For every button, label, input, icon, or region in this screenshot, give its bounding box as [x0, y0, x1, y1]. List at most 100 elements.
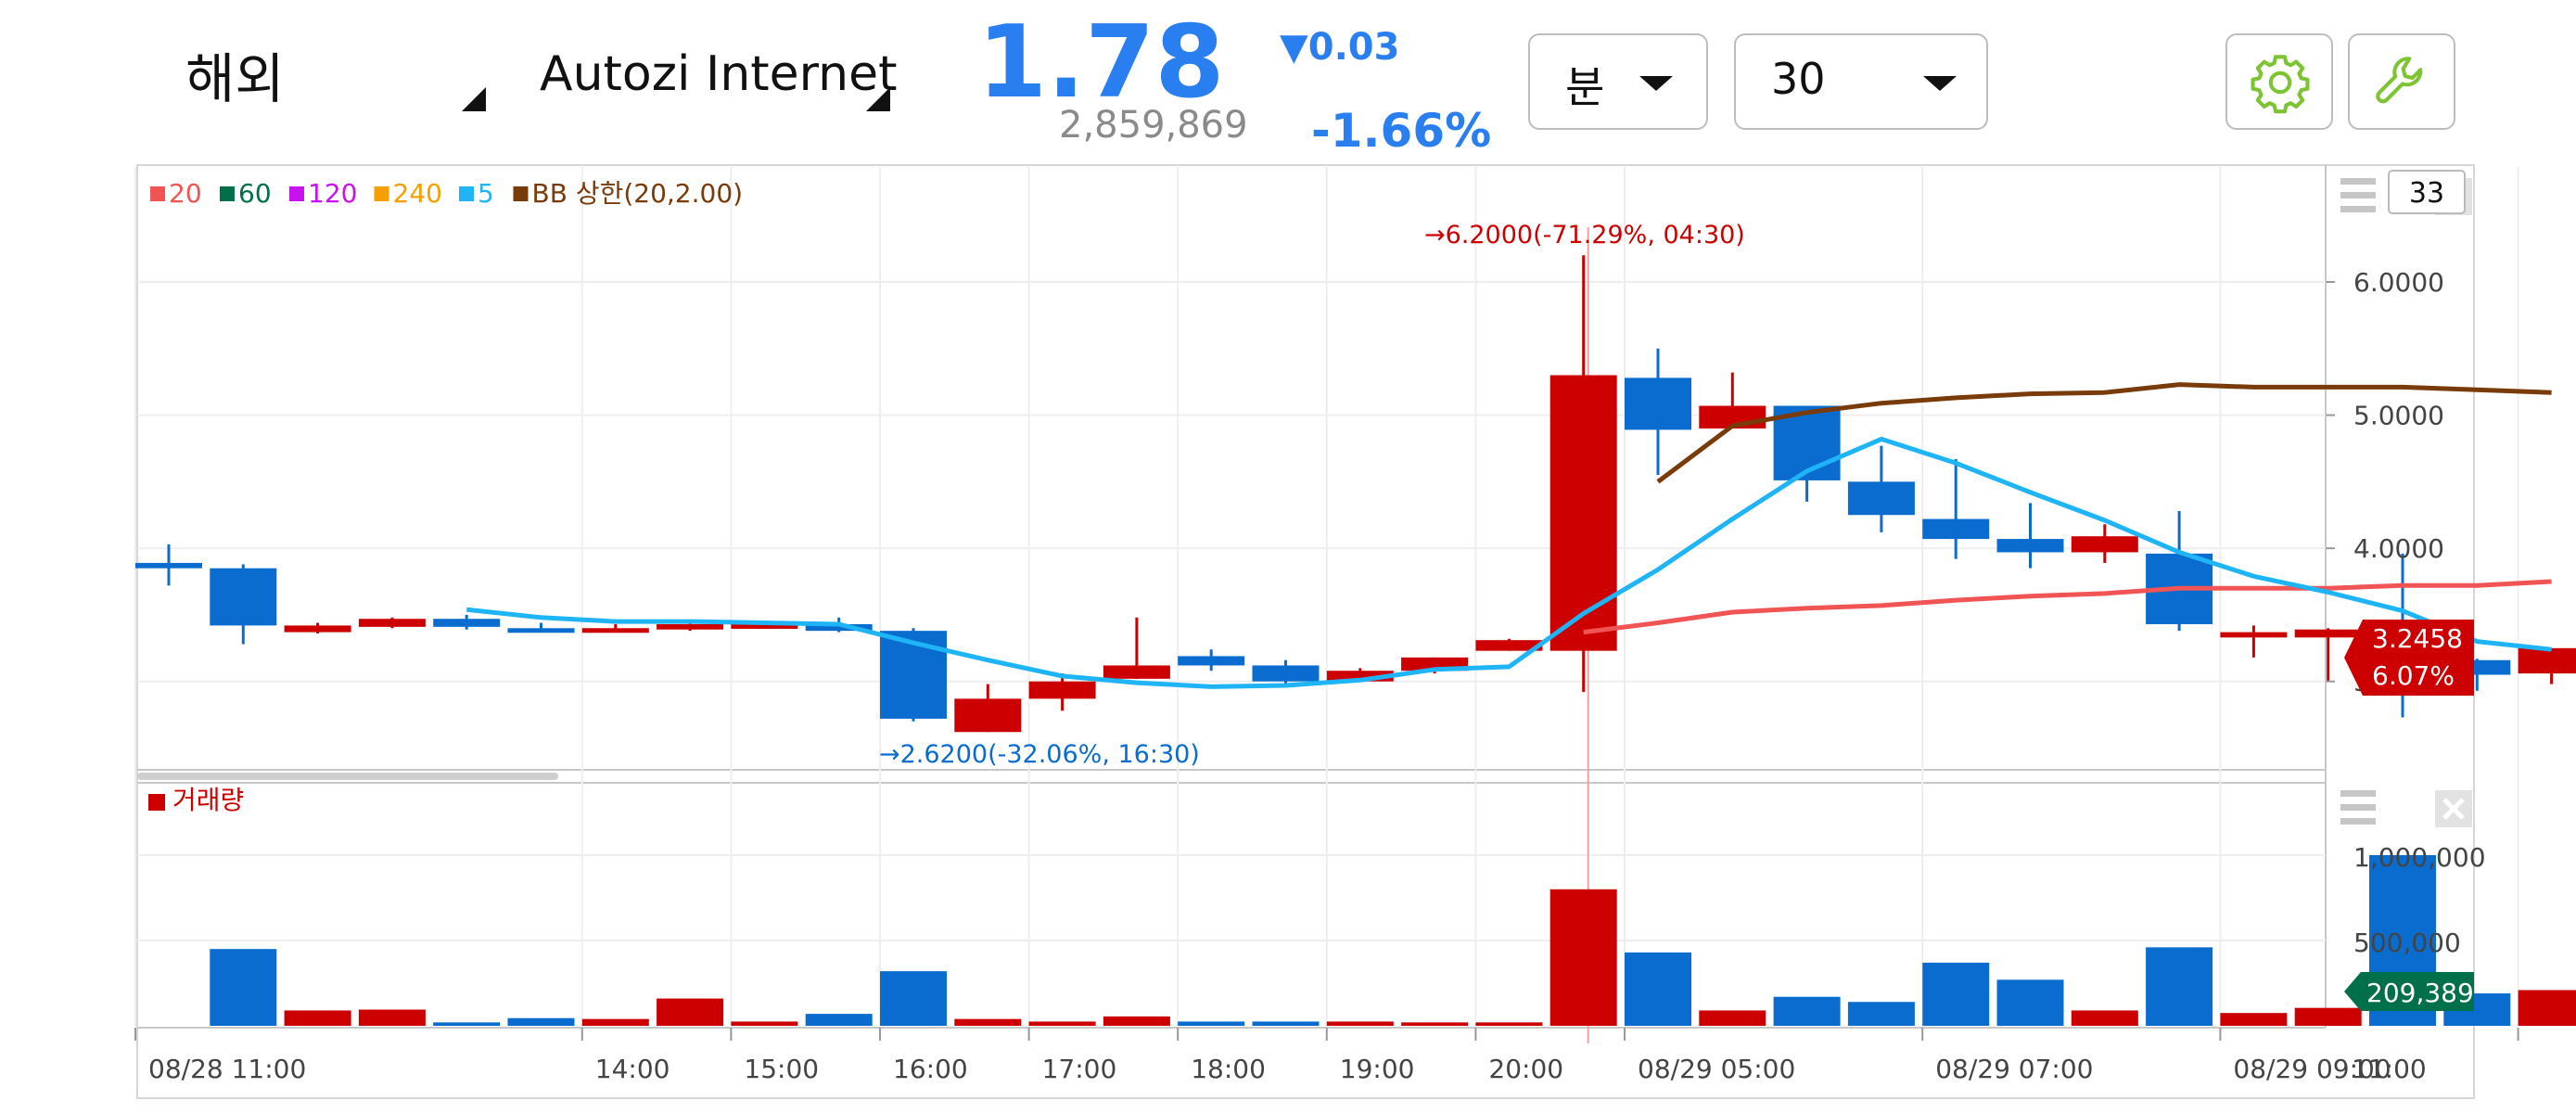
volume-bar — [507, 1017, 575, 1026]
candle-body — [1549, 375, 1617, 651]
volume-bar — [284, 1010, 351, 1026]
current-price: 1.78 — [977, 5, 1225, 121]
chevron-down-icon — [1639, 76, 1673, 91]
time-tick-label: 20:00 — [1488, 1054, 1563, 1084]
legend-label: 5 — [478, 178, 494, 209]
legend-swatch — [513, 186, 529, 201]
volume-bar — [210, 949, 277, 1026]
legend-label: 240 — [393, 178, 442, 209]
candle-body — [507, 628, 575, 633]
stock-name[interactable]: Autozi Internet — [540, 46, 898, 102]
header-bar: 해외 Autozi Internet 1.78 2,859,869 ▼0.03 … — [0, 0, 2576, 162]
bb-upper-line — [1656, 382, 2552, 484]
time-tick-label: 08/29 05:00 — [1638, 1054, 1795, 1084]
candle-body — [210, 568, 277, 626]
time-tick-label: 17:00 — [1042, 1054, 1117, 1084]
volume-bar — [2071, 1010, 2138, 1026]
volume-tick-label: 1,000,000 — [2353, 842, 2486, 873]
candle-body — [1475, 640, 1543, 651]
time-axis: 08/28 11:00 14:00 15:00 16:00 17:00 18:00 19:0… — [134, 1028, 2519, 1084]
time-tick-label: 08/28 11:00 — [148, 1054, 306, 1084]
candle-body — [2071, 536, 2138, 553]
volume-bar — [880, 971, 947, 1026]
interval-value-label: 30 — [1771, 54, 1826, 104]
trade-volume: 2,859,869 — [1059, 104, 1248, 147]
wrench-icon — [2376, 57, 2423, 104]
legend-swatch — [220, 186, 235, 201]
volume-bar — [1773, 996, 1841, 1026]
volume-bar — [358, 1009, 426, 1026]
badge-value: 33 — [2409, 177, 2444, 210]
volume-bar — [1847, 1002, 1915, 1026]
candlestick-series — [135, 255, 2576, 733]
volume-bar — [2220, 1013, 2288, 1026]
current-volume-value: 209,389 — [2366, 978, 2474, 1008]
candle-body — [1252, 665, 1320, 682]
candle-body — [731, 623, 798, 629]
current-price-percent: 6.07% — [2372, 660, 2455, 691]
stock-dropdown-icon[interactable] — [866, 87, 890, 111]
candle-body — [284, 625, 351, 633]
ma20-line — [1583, 579, 2552, 635]
time-tick-label: 08/29 09:00 — [2233, 1054, 2391, 1084]
volume-bar — [731, 1021, 798, 1026]
chart-legend: 20 60 120 240 5 BB 상한(20,2.00) — [150, 178, 743, 209]
time-tick-label: 11:00 — [2352, 1054, 2427, 1084]
time-tick-label: 16:00 — [893, 1054, 968, 1084]
interval-value-select[interactable]: 30 — [1734, 33, 1988, 130]
tools-button[interactable] — [2348, 33, 2455, 130]
candle-body — [1028, 681, 1096, 699]
low-annotation: →2.6200(-32.06%, 16:30) — [879, 740, 1200, 769]
legend-label: BB 상한(20,2.00) — [532, 178, 744, 209]
grid-lines — [134, 167, 2519, 1026]
price-change-percent: -1.66% — [1311, 104, 1492, 158]
volume-bar — [1028, 1021, 1096, 1026]
price-pane-menu-icon[interactable] — [2340, 178, 2376, 212]
price-tick-label: 5.0000 — [2353, 401, 2444, 431]
price-change: ▼0.03 — [1280, 26, 1400, 69]
legend-label: 60 — [238, 178, 272, 209]
ma5-line — [465, 436, 2552, 689]
legend-swatch — [289, 186, 304, 201]
volume-axis: 1,000,000 500,000 — [2353, 842, 2486, 958]
volume-bar — [1475, 1022, 1543, 1026]
volume-pane-menu-icon[interactable] — [2340, 790, 2376, 825]
market-selector[interactable]: 해외 — [185, 47, 285, 110]
volume-title: 거래량 — [172, 785, 244, 815]
time-tick-label: 19:00 — [1340, 1054, 1415, 1084]
candle-body — [1847, 481, 1915, 516]
current-price-label: 3.2458 6.07% — [2344, 620, 2474, 696]
high-annotation: →6.2000(-71.29%, 04:30) — [1424, 221, 1745, 249]
volume-pane-close-icon[interactable] — [2435, 790, 2472, 827]
time-tick-label: 08/29 07:00 — [1935, 1054, 2093, 1084]
interval-unit-select[interactable]: 분 — [1528, 33, 1708, 130]
horizontal-scrollbar[interactable] — [137, 773, 558, 780]
chevron-down-icon — [1923, 76, 1957, 91]
candle-body — [805, 623, 873, 632]
price-tick-label: 4.0000 — [2353, 533, 2444, 564]
volume-bar — [1103, 1016, 1170, 1026]
market-dropdown-icon[interactable] — [462, 87, 486, 111]
candle-body — [1625, 377, 1691, 430]
volume-bar — [1326, 1021, 1394, 1026]
volume-bar — [581, 1018, 649, 1026]
legend-label: 20 — [169, 178, 202, 209]
candle-body — [880, 631, 947, 719]
volume-bar — [954, 1018, 1022, 1026]
volume-bar — [1996, 979, 2064, 1026]
settings-button[interactable] — [2225, 33, 2333, 130]
time-tick-label: 18:00 — [1191, 1054, 1266, 1084]
current-price-value: 3.2458 — [2372, 623, 2463, 654]
candle-body — [2220, 632, 2288, 638]
candle-body — [1922, 518, 1990, 540]
legend-swatch — [459, 186, 474, 201]
interval-unit-label: 분 — [1565, 62, 1605, 112]
price-tick-label: 6.0000 — [2353, 267, 2444, 298]
candle-body — [954, 698, 1022, 733]
volume-bar — [805, 1014, 873, 1026]
volume-bar — [433, 1022, 501, 1026]
volume-bar — [1699, 1010, 1766, 1026]
legend-swatch — [374, 186, 389, 201]
candle-body — [2294, 629, 2362, 638]
